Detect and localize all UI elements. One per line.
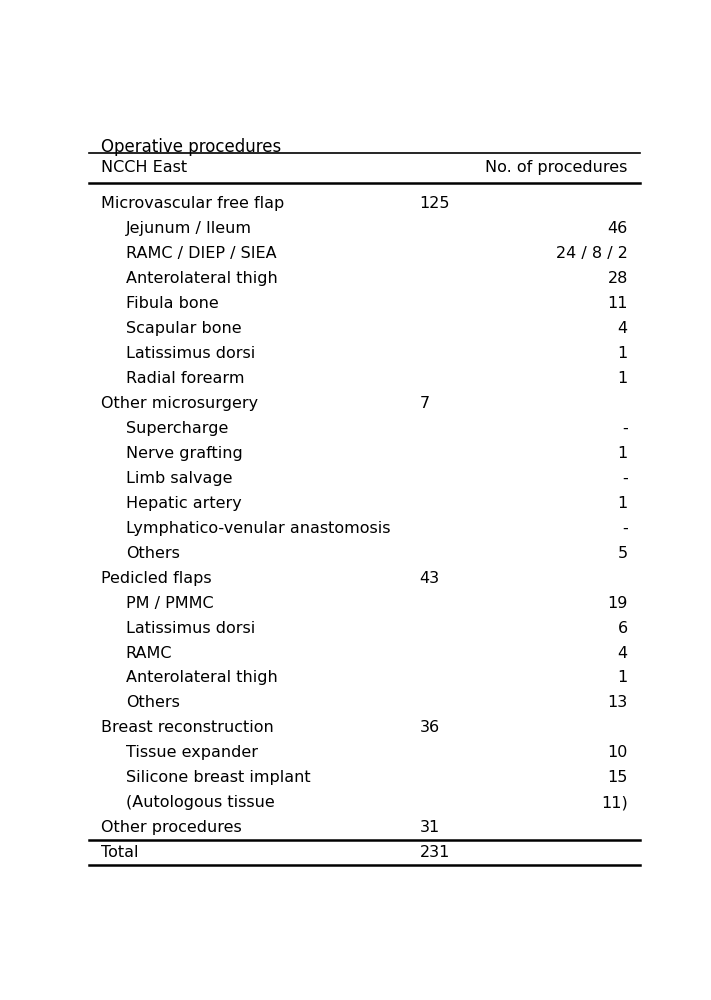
Text: Operative procedures: Operative procedures [101,138,282,156]
Text: Hepatic artery: Hepatic artery [126,496,242,511]
Text: Tissue expander: Tissue expander [126,745,258,760]
Text: 10: 10 [607,745,628,760]
Text: 7: 7 [419,396,429,411]
Text: -: - [622,521,628,536]
Text: Latissimus dorsi: Latissimus dorsi [126,346,255,361]
Text: (Autologous tissue: (Autologous tissue [126,795,274,810]
Text: RAMC: RAMC [126,646,172,661]
Text: 1: 1 [618,371,628,386]
Text: -: - [622,421,628,436]
Text: Fibula bone: Fibula bone [126,296,218,311]
Text: 1: 1 [618,496,628,511]
Text: 6: 6 [618,621,628,636]
Text: 1: 1 [618,670,628,685]
Text: Other microsurgery: Other microsurgery [101,396,258,411]
Text: 231: 231 [419,845,450,860]
Text: 1: 1 [618,446,628,461]
Text: 43: 43 [419,571,439,586]
Text: 19: 19 [607,596,628,611]
Text: Silicone breast implant: Silicone breast implant [126,770,311,785]
Text: Microvascular free flap: Microvascular free flap [101,196,284,211]
Text: Others: Others [126,695,180,710]
Text: Scapular bone: Scapular bone [126,321,242,336]
Text: PM / PMMC: PM / PMMC [126,596,213,611]
Text: -: - [622,471,628,486]
Text: Latissimus dorsi: Latissimus dorsi [126,621,255,636]
Text: Others: Others [126,546,180,561]
Text: 46: 46 [607,221,628,236]
Text: Limb salvage: Limb salvage [126,471,232,486]
Text: Jejunum / Ileum: Jejunum / Ileum [126,221,252,236]
Text: Breast reconstruction: Breast reconstruction [101,720,274,735]
Text: 5: 5 [618,546,628,561]
Text: Other procedures: Other procedures [101,820,242,835]
Text: 28: 28 [607,271,628,286]
Text: 11): 11) [601,795,628,810]
Text: 24 / 8 / 2: 24 / 8 / 2 [556,246,628,261]
Text: 4: 4 [618,646,628,661]
Text: No. of procedures: No. of procedures [486,160,628,175]
Text: Supercharge: Supercharge [126,421,228,436]
Text: Anterolateral thigh: Anterolateral thigh [126,271,277,286]
Text: 1: 1 [618,346,628,361]
Text: Nerve grafting: Nerve grafting [126,446,242,461]
Text: Lymphatico-venular anastomosis: Lymphatico-venular anastomosis [126,521,390,536]
Text: 4: 4 [618,321,628,336]
Text: 31: 31 [419,820,439,835]
Text: 11: 11 [607,296,628,311]
Text: Radial forearm: Radial forearm [126,371,245,386]
Text: 36: 36 [419,720,439,735]
Text: RAMC / DIEP / SIEA: RAMC / DIEP / SIEA [126,246,277,261]
Text: Pedicled flaps: Pedicled flaps [101,571,212,586]
Text: 125: 125 [419,196,450,211]
Text: 13: 13 [607,695,628,710]
Text: NCCH East: NCCH East [101,160,187,175]
Text: Anterolateral thigh: Anterolateral thigh [126,670,277,685]
Text: Total: Total [101,845,139,860]
Text: 15: 15 [607,770,628,785]
